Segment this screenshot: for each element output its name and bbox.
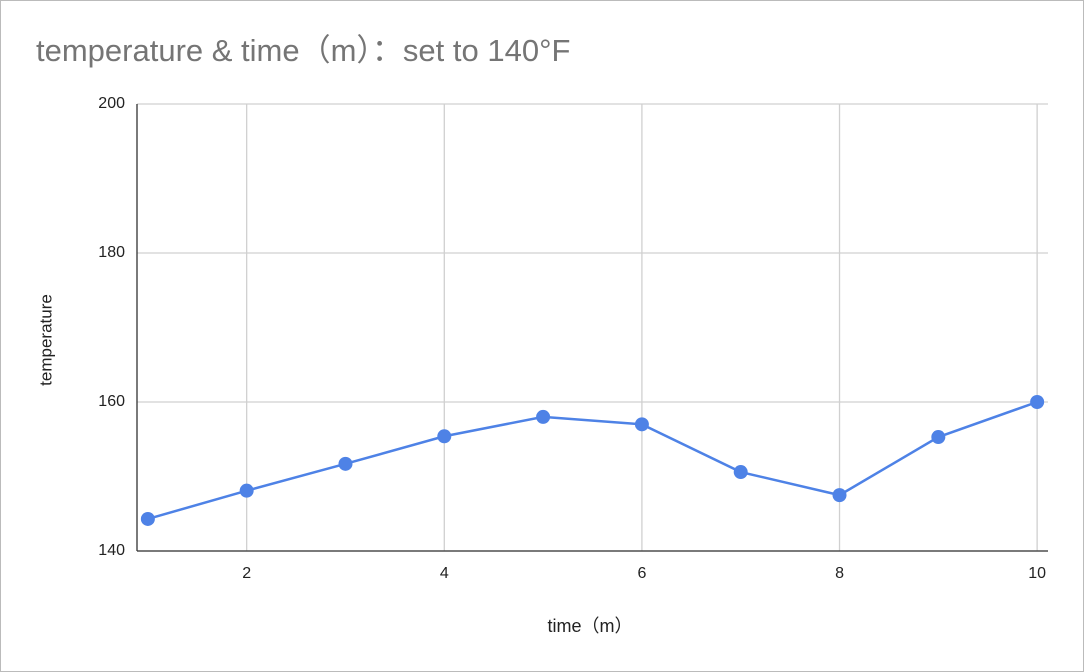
x-tick-label: 10 <box>1028 565 1046 582</box>
data-point <box>338 456 353 471</box>
data-point <box>733 465 748 480</box>
y-tick-label: 180 <box>98 244 125 261</box>
data-point <box>239 483 254 498</box>
y-tick-label: 160 <box>98 393 125 410</box>
y-axis-label: temperature <box>36 294 55 386</box>
x-tick-label: 8 <box>835 565 844 582</box>
data-point <box>536 409 551 424</box>
data-point <box>931 430 946 445</box>
data-point <box>634 417 649 432</box>
data-point <box>140 511 155 526</box>
x-tick-label: 4 <box>440 565 449 582</box>
series-line <box>147 400 1038 521</box>
chart-title: temperature & time（m）：set to 140°F <box>36 33 570 68</box>
data-point <box>832 488 847 503</box>
data-point <box>1030 395 1045 409</box>
x-axis-label: time（m） <box>548 616 633 636</box>
data-point <box>437 429 452 444</box>
y-tick-label: 200 <box>98 95 125 112</box>
x-tick-label: 2 <box>242 565 251 582</box>
y-tick-label: 140 <box>98 542 125 559</box>
x-tick-label: 6 <box>637 565 646 582</box>
